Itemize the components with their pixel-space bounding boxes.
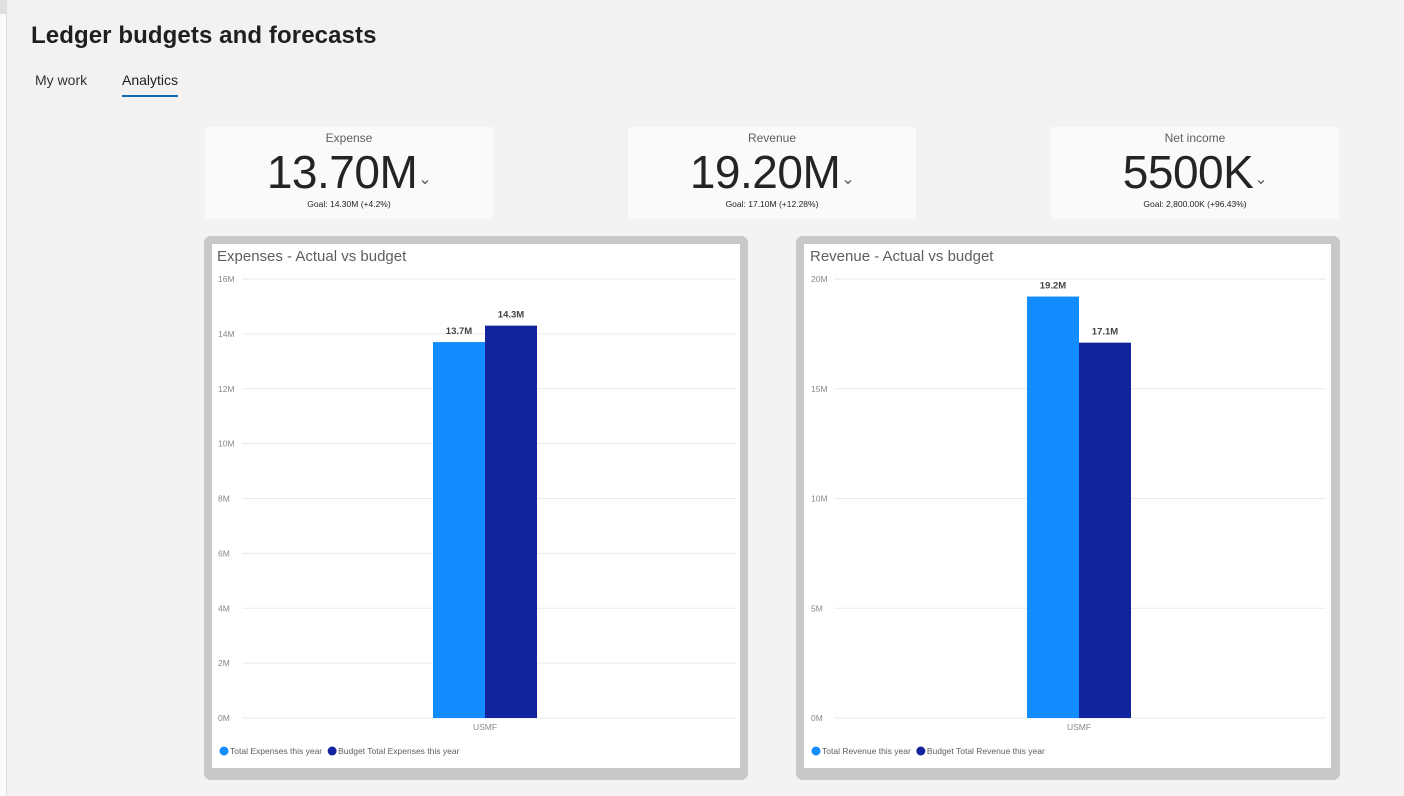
legend-item[interactable]: Budget Total Revenue this year bbox=[927, 746, 1045, 756]
y-tick-label: 16M bbox=[218, 274, 235, 284]
y-tick-label: 15M bbox=[811, 384, 828, 394]
bar-budget[interactable] bbox=[485, 325, 537, 718]
bar-budget[interactable] bbox=[1079, 342, 1131, 718]
kpi-value: 19.20M bbox=[689, 146, 841, 198]
y-tick-label: 10M bbox=[811, 494, 828, 504]
tab-my-work[interactable]: My work bbox=[35, 72, 88, 88]
kpi-goal: Goal: 17.10M (+12.28%) bbox=[725, 199, 819, 209]
expenses-chart: Expenses - Actual vs budget 0M 2M 4M 6M 8M 10… bbox=[212, 244, 740, 768]
kpi-value-row: 5500K⌄ bbox=[1051, 147, 1339, 205]
legend-marker bbox=[811, 746, 821, 756]
kpi-title: Net income bbox=[1164, 131, 1226, 145]
y-tick-label: 5M bbox=[811, 603, 823, 613]
bar-series: 13.7M 14.3M bbox=[433, 310, 537, 718]
kpi-card-net-income[interactable]: Net income 5500K⌄ Goal: 2,800.00K (+96.4… bbox=[1051, 127, 1339, 219]
chart-legend: Total Revenue this year Budget Total Reve… bbox=[811, 746, 1045, 756]
chevron-down-icon: ⌄ bbox=[841, 171, 855, 188]
legend-marker bbox=[219, 746, 229, 756]
legend-item[interactable]: Total Revenue this year bbox=[822, 746, 911, 756]
data-label: 13.7M bbox=[446, 326, 472, 337]
x-axis: USMF bbox=[473, 722, 497, 732]
data-label: 14.3M bbox=[498, 310, 524, 321]
y-tick-label: 12M bbox=[218, 384, 235, 394]
page-title: Ledger budgets and forecasts bbox=[31, 22, 377, 49]
x-tick-label: USMF bbox=[473, 722, 497, 732]
revenue-chart: Revenue - Actual vs budget 0M 5M 10M 15M 20M… bbox=[804, 244, 1331, 768]
data-label: 19.2M bbox=[1040, 281, 1066, 292]
legend-item[interactable]: Budget Total Expenses this year bbox=[338, 746, 459, 756]
legend-item[interactable]: Total Expenses this year bbox=[230, 746, 322, 756]
left-edge-strip bbox=[0, 0, 7, 796]
bar-actual[interactable] bbox=[433, 342, 485, 718]
y-tick-label: 4M bbox=[218, 603, 230, 613]
kpi-goal: Goal: 2,800.00K (+96.43%) bbox=[1143, 199, 1247, 209]
kpi-value: 13.70M bbox=[266, 146, 418, 198]
y-axis: 0M 2M 4M 6M 8M 10M 12M 14M 16M bbox=[218, 274, 235, 723]
kpi-title: Expense bbox=[325, 131, 373, 145]
bar-series: 19.2M 17.1M bbox=[1027, 281, 1131, 718]
kpi-card-expense[interactable]: Expense 13.70M⌄ Goal: 14.30M (+4.2%) bbox=[205, 127, 493, 219]
revenue-chart-card[interactable]: Revenue - Actual vs budget 0M 5M 10M 15M 20M… bbox=[796, 236, 1340, 780]
x-axis: USMF bbox=[1067, 722, 1091, 732]
chevron-down-icon: ⌄ bbox=[1254, 171, 1268, 188]
tab-analytics[interactable]: Analytics bbox=[122, 72, 179, 97]
kpi-card-revenue[interactable]: Revenue 19.20M⌄ Goal: 17.10M (+12.28%) bbox=[628, 127, 916, 219]
chart-title: Revenue - Actual vs budget bbox=[810, 248, 994, 265]
chart-title: Expenses - Actual vs budget bbox=[217, 248, 407, 265]
y-tick-label: 2M bbox=[218, 658, 230, 668]
y-tick-label: 0M bbox=[811, 713, 823, 723]
chart-legend: Total Expenses this year Budget Total Exp… bbox=[219, 746, 460, 756]
y-axis: 0M 5M 10M 15M 20M bbox=[811, 274, 828, 723]
expenses-chart-card[interactable]: Expenses - Actual vs budget 0M 2M 4M 6M 8M 10… bbox=[204, 236, 748, 780]
y-tick-label: 20M bbox=[811, 274, 828, 284]
legend-marker bbox=[916, 746, 926, 756]
bar-actual[interactable] bbox=[1027, 296, 1079, 718]
chevron-down-icon: ⌄ bbox=[418, 171, 432, 188]
kpi-title: Revenue bbox=[747, 131, 797, 145]
y-tick-label: 14M bbox=[218, 329, 235, 339]
data-label: 17.1M bbox=[1092, 327, 1118, 338]
y-tick-label: 0M bbox=[218, 713, 230, 723]
x-tick-label: USMF bbox=[1067, 722, 1091, 732]
left-edge-marker bbox=[0, 0, 6, 14]
y-tick-label: 6M bbox=[218, 548, 230, 558]
kpi-goal: Goal: 14.30M (+4.2%) bbox=[307, 199, 391, 209]
kpi-value-row: 19.20M⌄ bbox=[628, 147, 916, 205]
y-tick-label: 10M bbox=[218, 439, 235, 449]
legend-marker bbox=[327, 746, 337, 756]
y-tick-label: 8M bbox=[218, 494, 230, 504]
kpi-value: 5500K bbox=[1122, 146, 1254, 198]
kpi-value-row: 13.70M⌄ bbox=[205, 147, 493, 205]
